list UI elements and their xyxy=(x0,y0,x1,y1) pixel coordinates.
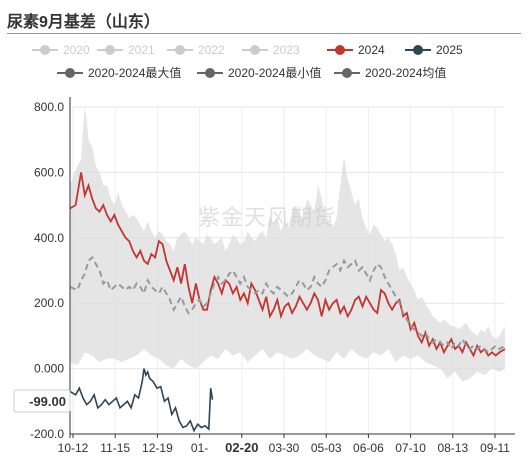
legend-label: 2020-2024均值 xyxy=(365,65,446,80)
legend-item-3[interactable]: 2023 xyxy=(242,43,300,57)
x-tick-label: 09-11 xyxy=(480,441,510,455)
legend-item-7[interactable]: 2020-2024最小值 xyxy=(197,65,321,80)
legend-item-8[interactable]: 2020-2024均值 xyxy=(334,65,446,80)
watermark-text: 紫金天风期货 xyxy=(198,205,336,230)
legend-marker xyxy=(40,45,50,55)
legend-label: 2022 xyxy=(198,43,225,57)
legend-label: 2020-2024最小值 xyxy=(228,65,321,80)
x-tick-label: 12-19 xyxy=(142,441,173,455)
title-divider xyxy=(7,33,521,34)
legend-label: 2023 xyxy=(273,43,300,57)
x-tick-label: 08-13 xyxy=(437,441,468,455)
legend-item-4[interactable]: 2024 xyxy=(327,43,385,57)
legend-item-0[interactable]: 2020 xyxy=(32,43,90,57)
legend-item-6[interactable]: 2020-2024最大值 xyxy=(57,65,181,80)
x-tick-label: 10-12 xyxy=(58,441,89,455)
legend-marker xyxy=(250,45,260,55)
legend-marker xyxy=(205,68,215,78)
legend-marker xyxy=(335,45,345,55)
cursor-label-box xyxy=(13,389,71,413)
x-tick-label: 06-06 xyxy=(353,441,384,455)
legend-marker xyxy=(105,45,115,55)
y-tick-label: 400.0 xyxy=(34,231,64,245)
y-tick-label: 800.0 xyxy=(34,100,64,114)
series-line-avg xyxy=(69,255,506,354)
legend-label: 2024 xyxy=(358,43,385,57)
legend-marker xyxy=(342,68,352,78)
band-area xyxy=(70,107,505,382)
legend-label: 2020-2024最大值 xyxy=(88,65,181,80)
chart-axes: 800.0 600.0 400.0 200.0 0.000 -200.010-12 11-1… xyxy=(30,97,515,455)
y-tick-label: 600.0 xyxy=(34,165,64,179)
page-title: 尿素9月基差（山东） xyxy=(7,14,160,31)
x-tick-label: 03-30 xyxy=(269,441,300,455)
y-tick-label: 200.0 xyxy=(34,296,64,310)
x-tick-label: 07-10 xyxy=(395,441,426,455)
series-lines xyxy=(69,172,506,433)
y-tick-label: -200.0 xyxy=(30,427,64,441)
legend-marker xyxy=(413,45,423,55)
legend-item-1[interactable]: 2021 xyxy=(97,43,155,57)
legend-item-2[interactable]: 2022 xyxy=(167,43,225,57)
legend-label: 2025 xyxy=(436,43,463,57)
x-tick-label: 01- xyxy=(191,441,208,455)
cursor-label-text: -99.00 xyxy=(29,394,66,409)
x-tick-label: 11-15 xyxy=(100,441,130,455)
x-tick-label: 05-03 xyxy=(311,441,342,455)
legend-marker xyxy=(65,68,75,78)
legend-item-5[interactable]: 2025 xyxy=(405,43,463,57)
max-min-band xyxy=(70,107,505,382)
series-line-2025 xyxy=(69,368,214,433)
legend-marker xyxy=(175,45,185,55)
legend-label: 2021 xyxy=(128,43,155,57)
x-tick-label: 02-20 xyxy=(225,440,258,455)
cursor-label: -99.00 xyxy=(13,389,71,413)
chart-legend: 2020 2021 2022 2023 2024 2025 2020-2024最大值 2020… xyxy=(32,43,463,80)
legend-label: 2020 xyxy=(63,43,90,57)
y-tick-label: 0.000 xyxy=(34,362,64,376)
